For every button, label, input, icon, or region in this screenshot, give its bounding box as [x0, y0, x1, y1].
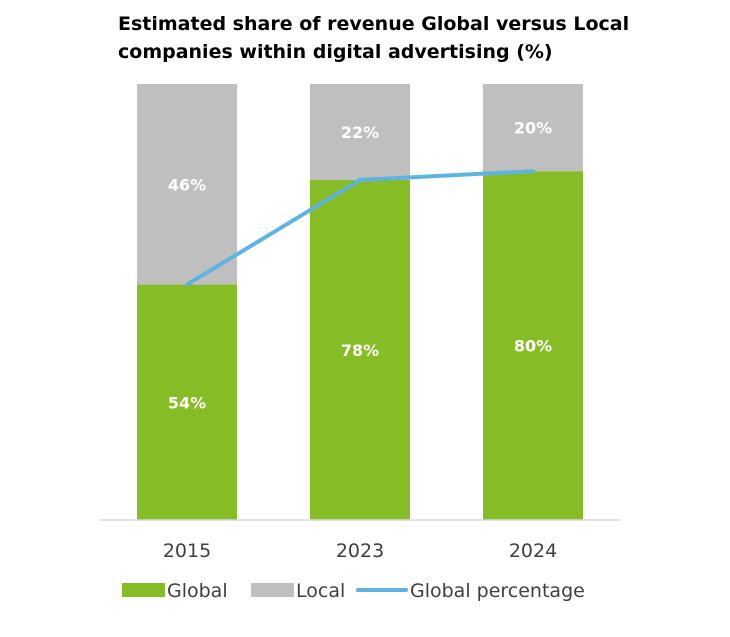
x-tick-label-2024: 2024 — [509, 540, 557, 562]
bar-local-2024 — [483, 84, 583, 172]
data-label-local-2024: 20% — [514, 119, 552, 138]
bar-local-2023 — [310, 84, 410, 180]
data-label-global-2023: 78% — [341, 341, 379, 360]
legend-label-global: Global — [167, 580, 228, 602]
legend-label-global-percentage: Global percentage — [410, 580, 585, 602]
x-tick-label-2023: 2023 — [336, 540, 384, 562]
line-global-percentage — [185, 169, 535, 287]
x-tick-label-2015: 2015 — [163, 540, 211, 562]
chart-title: Estimated share of revenue Global versus… — [118, 13, 630, 63]
legend-label-local: Local — [296, 580, 345, 602]
data-label-global-2015: 54% — [168, 393, 206, 412]
bar-global-2023 — [310, 179, 410, 521]
legend-swatch-local — [251, 583, 294, 597]
bar-global-2024 — [483, 171, 583, 520]
data-label-global-2024: 80% — [514, 337, 552, 356]
data-label-local-2015: 46% — [168, 175, 206, 194]
bar-local-2015 — [137, 84, 237, 285]
bar-global-2015 — [137, 284, 237, 520]
data-label-local-2023: 22% — [341, 123, 379, 142]
legend-swatch-global — [122, 583, 165, 597]
